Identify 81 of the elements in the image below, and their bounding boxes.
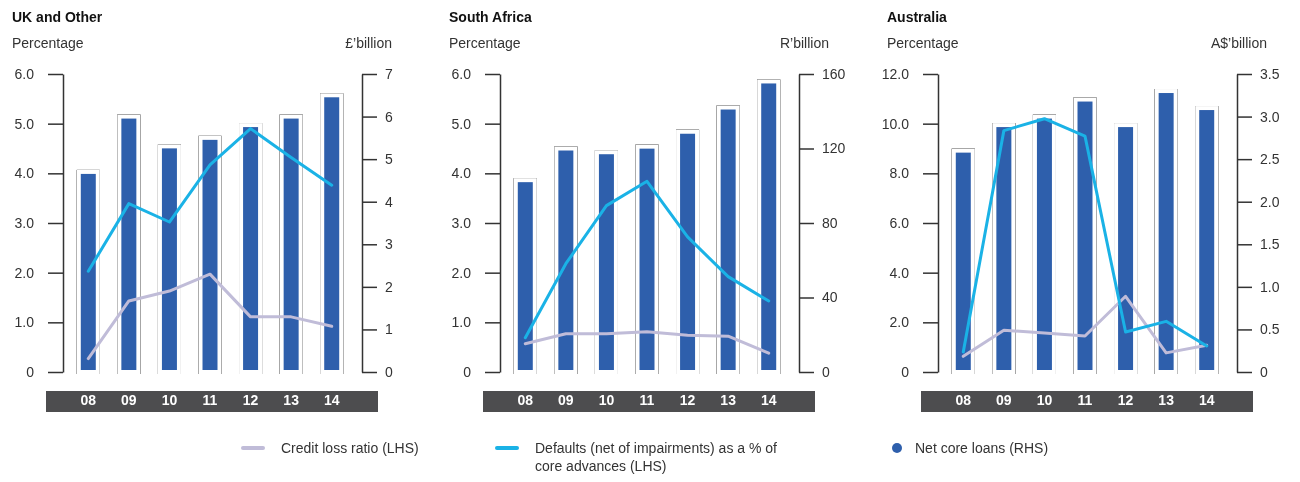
y2-tick-label: 2.5 [1260,151,1280,168]
line-series [961,294,1209,358]
y2-tick-label: 7 [385,65,393,82]
y-tick-label: 0 [463,363,472,380]
x-tick-label: 09 [996,391,1012,408]
y2-tick-label: 1 [385,321,393,338]
x-tick-label: 08 [80,391,97,408]
legend-label: Net core loans (RHS) [915,440,1049,456]
legend-label: Credit loss ratio (LHS) [281,440,419,456]
y-axis-title: Percentage [449,35,521,51]
line-series [523,179,771,340]
x-tick-label: 08 [955,391,972,408]
y-tick-label: 1.0 [451,314,472,331]
y-tick-label: 6.0 [14,65,35,82]
y2-tick-label: 1.0 [1260,278,1280,295]
x-tick-label: 09 [558,391,574,408]
y-tick-label: 3.0 [451,214,472,231]
y-tick-label: 1.0 [14,314,35,331]
y2-tick-label: 0 [1260,363,1268,380]
y-tick-label: 12.0 [881,65,910,82]
y2-tick-label: 120 [822,140,846,157]
y-tick-label: 6.0 [889,214,910,231]
x-tick-label: 13 [720,391,737,408]
x-tick-label: 11 [1077,391,1093,408]
y2-tick-label: 3 [385,236,393,253]
y-tick-label: 0 [901,363,910,380]
x-tick-label: 12 [1117,391,1134,408]
x-tick-label: 11 [202,391,218,408]
chart-title: UK and Other [12,9,103,25]
y-tick-label: 10.0 [881,115,910,132]
y-axis-title: Percentage [887,35,959,51]
line-series [961,117,1209,354]
y-tick-label: 8.0 [889,165,910,182]
y-tick-label: 4.0 [451,165,472,182]
y2-tick-label: 5 [385,151,393,168]
line-series [86,127,334,273]
y2-tick-label: 2 [385,278,393,295]
y-tick-label: 5.0 [14,115,35,132]
y-axis-title: Percentage [12,35,84,51]
y2-tick-label: 6 [385,108,393,125]
y2-tick-label: 3.5 [1260,65,1280,82]
x-tick-label: 13 [1158,391,1175,408]
y-tick-label: 4.0 [889,264,910,281]
y2-tick-label: 80 [822,214,838,231]
line-series [86,272,334,361]
y2-tick-label: 1.5 [1260,236,1280,253]
y-tick-label: 2.0 [889,314,910,331]
y2-tick-label: 4 [385,193,393,210]
x-tick-label: 10 [161,391,178,408]
x-tick-label: 14 [760,391,777,408]
x-tick-label: 14 [1198,391,1215,408]
y-tick-label: 4.0 [14,165,35,182]
x-tick-label: 12 [679,391,696,408]
y2-tick-label: 0 [822,363,830,380]
x-tick-label: 11 [639,391,655,408]
y-tick-label: 0 [26,363,35,380]
y2-axis-title: £’billion [345,35,392,51]
x-tick-label: 10 [598,391,615,408]
y-tick-label: 2.0 [14,264,35,281]
y-tick-label: 3.0 [14,214,35,231]
y2-tick-label: 0.5 [1260,321,1280,338]
legend-label: Defaults (net of impairments) as a % of core advances (LHS) [535,440,778,474]
y2-axis-title: R’billion [779,35,829,51]
x-tick-label: 12 [242,391,259,408]
chart-title: Australia [887,9,948,25]
x-tick-label: 13 [283,391,300,408]
y-tick-label: 2.0 [451,264,472,281]
y2-tick-label: 40 [822,289,838,306]
y2-axis-title: A$’billion [1210,35,1267,51]
chart-title: South Africa [449,9,532,25]
line-series [523,330,771,355]
y2-tick-label: 3.0 [1260,108,1280,125]
x-tick-label: 08 [517,391,534,408]
x-tick-label: 09 [121,391,137,408]
y-tick-label: 6.0 [451,65,472,82]
y2-tick-label: 0 [385,363,393,380]
y2-tick-label: 2.0 [1260,193,1280,210]
y-tick-label: 5.0 [451,115,472,132]
y2-tick-label: 160 [822,65,846,82]
x-tick-label: 14 [323,391,340,408]
x-tick-label: 10 [1036,391,1053,408]
